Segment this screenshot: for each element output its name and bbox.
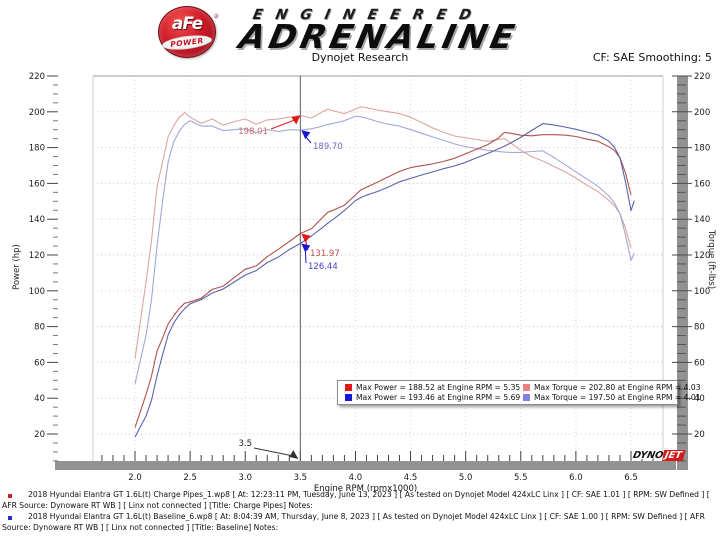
curve-torque-baseline (134, 115, 635, 385)
run-bullet-icon (8, 516, 12, 520)
legend-label: Max Torque = 202.80 at Engine RPM = 4.03 (534, 383, 701, 392)
legend-marker-icon (523, 384, 530, 391)
legend-box[interactable]: Max Power = 188.52 at Engine RPM = 5.35 M… (337, 380, 701, 405)
torque-tick-label: 220 (694, 72, 710, 82)
legend-label: Max Power = 193.46 at Engine RPM = 5.69 (356, 393, 521, 402)
cursor-readout-value: 131.97 (310, 249, 340, 259)
readout-arrowhead (301, 233, 311, 243)
afe-power-logo: aFe ® POWER (158, 6, 218, 58)
legend-item: Max Power = 188.52 at Engine RPM = 5.35 (345, 383, 523, 392)
power-tick-label: 60 (34, 358, 45, 368)
correction-factor-label: CF: SAE Smoothing: 5 (592, 51, 712, 64)
legend-marker-icon (523, 394, 530, 401)
torque-tick-label: 120 (694, 251, 710, 261)
power-tick-label: 180 (29, 144, 45, 154)
legend-marker-icon (345, 394, 352, 401)
rpm-tick-label: 5.5 (514, 473, 528, 483)
chart-svg: 20 40 60 80 100 120 140 160 180 200 220 20 40 60 80 100… (29, 72, 710, 483)
torque-tick-label: 100 (694, 287, 710, 297)
legend-item: Max Torque = 197.50 at Engine RPM = 4.01 (523, 393, 701, 402)
power-tick-label: 120 (29, 251, 45, 261)
rpm-axis-title: Engine RPM (rpmx1000) (313, 484, 418, 494)
torque-tick-label: 60 (694, 358, 705, 368)
readout-arrowhead (291, 115, 301, 125)
cursor-readout-value: 198.01 (238, 127, 268, 137)
legend-label: Max Power = 188.52 at Engine RPM = 5.35 (356, 383, 521, 392)
power-tick-label: 100 (29, 287, 45, 297)
afe-logo-text: aFe ® (171, 12, 218, 34)
readout-arrow-shaft (270, 118, 297, 130)
torque-tick-label: 20 (694, 430, 705, 440)
dynojet-logo: DYNOJET (632, 450, 685, 461)
torque-tick-label: 200 (694, 108, 710, 118)
curve-power-charge-pipes (134, 131, 632, 428)
cursor-rpm-arrow-shaft (253, 447, 294, 457)
cursor-readout-value: 126.44 (308, 262, 338, 272)
torque-tick-label: 180 (694, 144, 710, 154)
dynojet-logo-dyno: DYNO (631, 450, 665, 461)
torque-tick-label: 160 (694, 179, 710, 189)
rpm-tick-label: 6.5 (624, 473, 638, 483)
rpm-tick-label: 5.0 (459, 473, 473, 483)
run-info-line: 2018 Hyundai Elantra GT 1.6L(t) Baseline… (2, 512, 705, 532)
rpm-tick-label: 3.0 (238, 473, 252, 483)
registered-mark-icon: ® (212, 12, 218, 19)
rpm-tick-label: 3.5 (294, 473, 308, 483)
power-tick-label: 80 (34, 323, 45, 333)
readout-arrowhead (301, 130, 311, 140)
rpm-axis-bar (55, 461, 676, 470)
legend-marker-icon (345, 384, 352, 391)
rpm-tick-label: 2.0 (128, 473, 142, 483)
power-axis-title: Power (hp) (12, 244, 22, 290)
cursor-rpm-label: 3.5 (238, 439, 252, 449)
torque-axis-title: Torque (ft-lbs) (706, 230, 716, 290)
power-tick-label: 220 (29, 72, 45, 82)
legend-item: Max Torque = 202.80 at Engine RPM = 4.03 (523, 383, 701, 392)
power-tick-label: 160 (29, 179, 45, 189)
readout-arrowhead (301, 243, 311, 253)
power-tick-label: 20 (34, 430, 45, 440)
torque-tick-label: 80 (694, 323, 705, 333)
rpm-tick-label: 6.0 (569, 473, 583, 483)
dynojet-logo-jet: JET (661, 450, 685, 461)
rpm-tick-label: 4.5 (404, 473, 418, 483)
run-bullet-icon (8, 494, 12, 498)
rpm-tick-label: 2.5 (183, 473, 197, 483)
cursor-rpm-arrowhead (289, 450, 299, 459)
power-tick-label: 200 (29, 108, 45, 118)
torque-tick-label: 40 (694, 394, 705, 404)
legend-label: Max Torque = 197.50 at Engine RPM = 4.01 (534, 393, 701, 402)
chart-subtitle: Dynojet Research (311, 51, 409, 64)
cursor-readout-value: 189.70 (313, 142, 343, 152)
torque-tick-label: 140 (694, 215, 710, 225)
run-info-line: 2018 Hyundai Elantra GT 1.6L(t) Charge P… (2, 490, 710, 510)
power-tick-label: 40 (34, 394, 45, 404)
curve-power-baseline (134, 123, 635, 438)
curve-torque-charge-pipes (134, 106, 632, 359)
power-tick-label: 140 (29, 215, 45, 225)
rpm-tick-label: 4.0 (349, 473, 363, 483)
legend-item: Max Power = 193.46 at Engine RPM = 5.69 (345, 393, 523, 402)
